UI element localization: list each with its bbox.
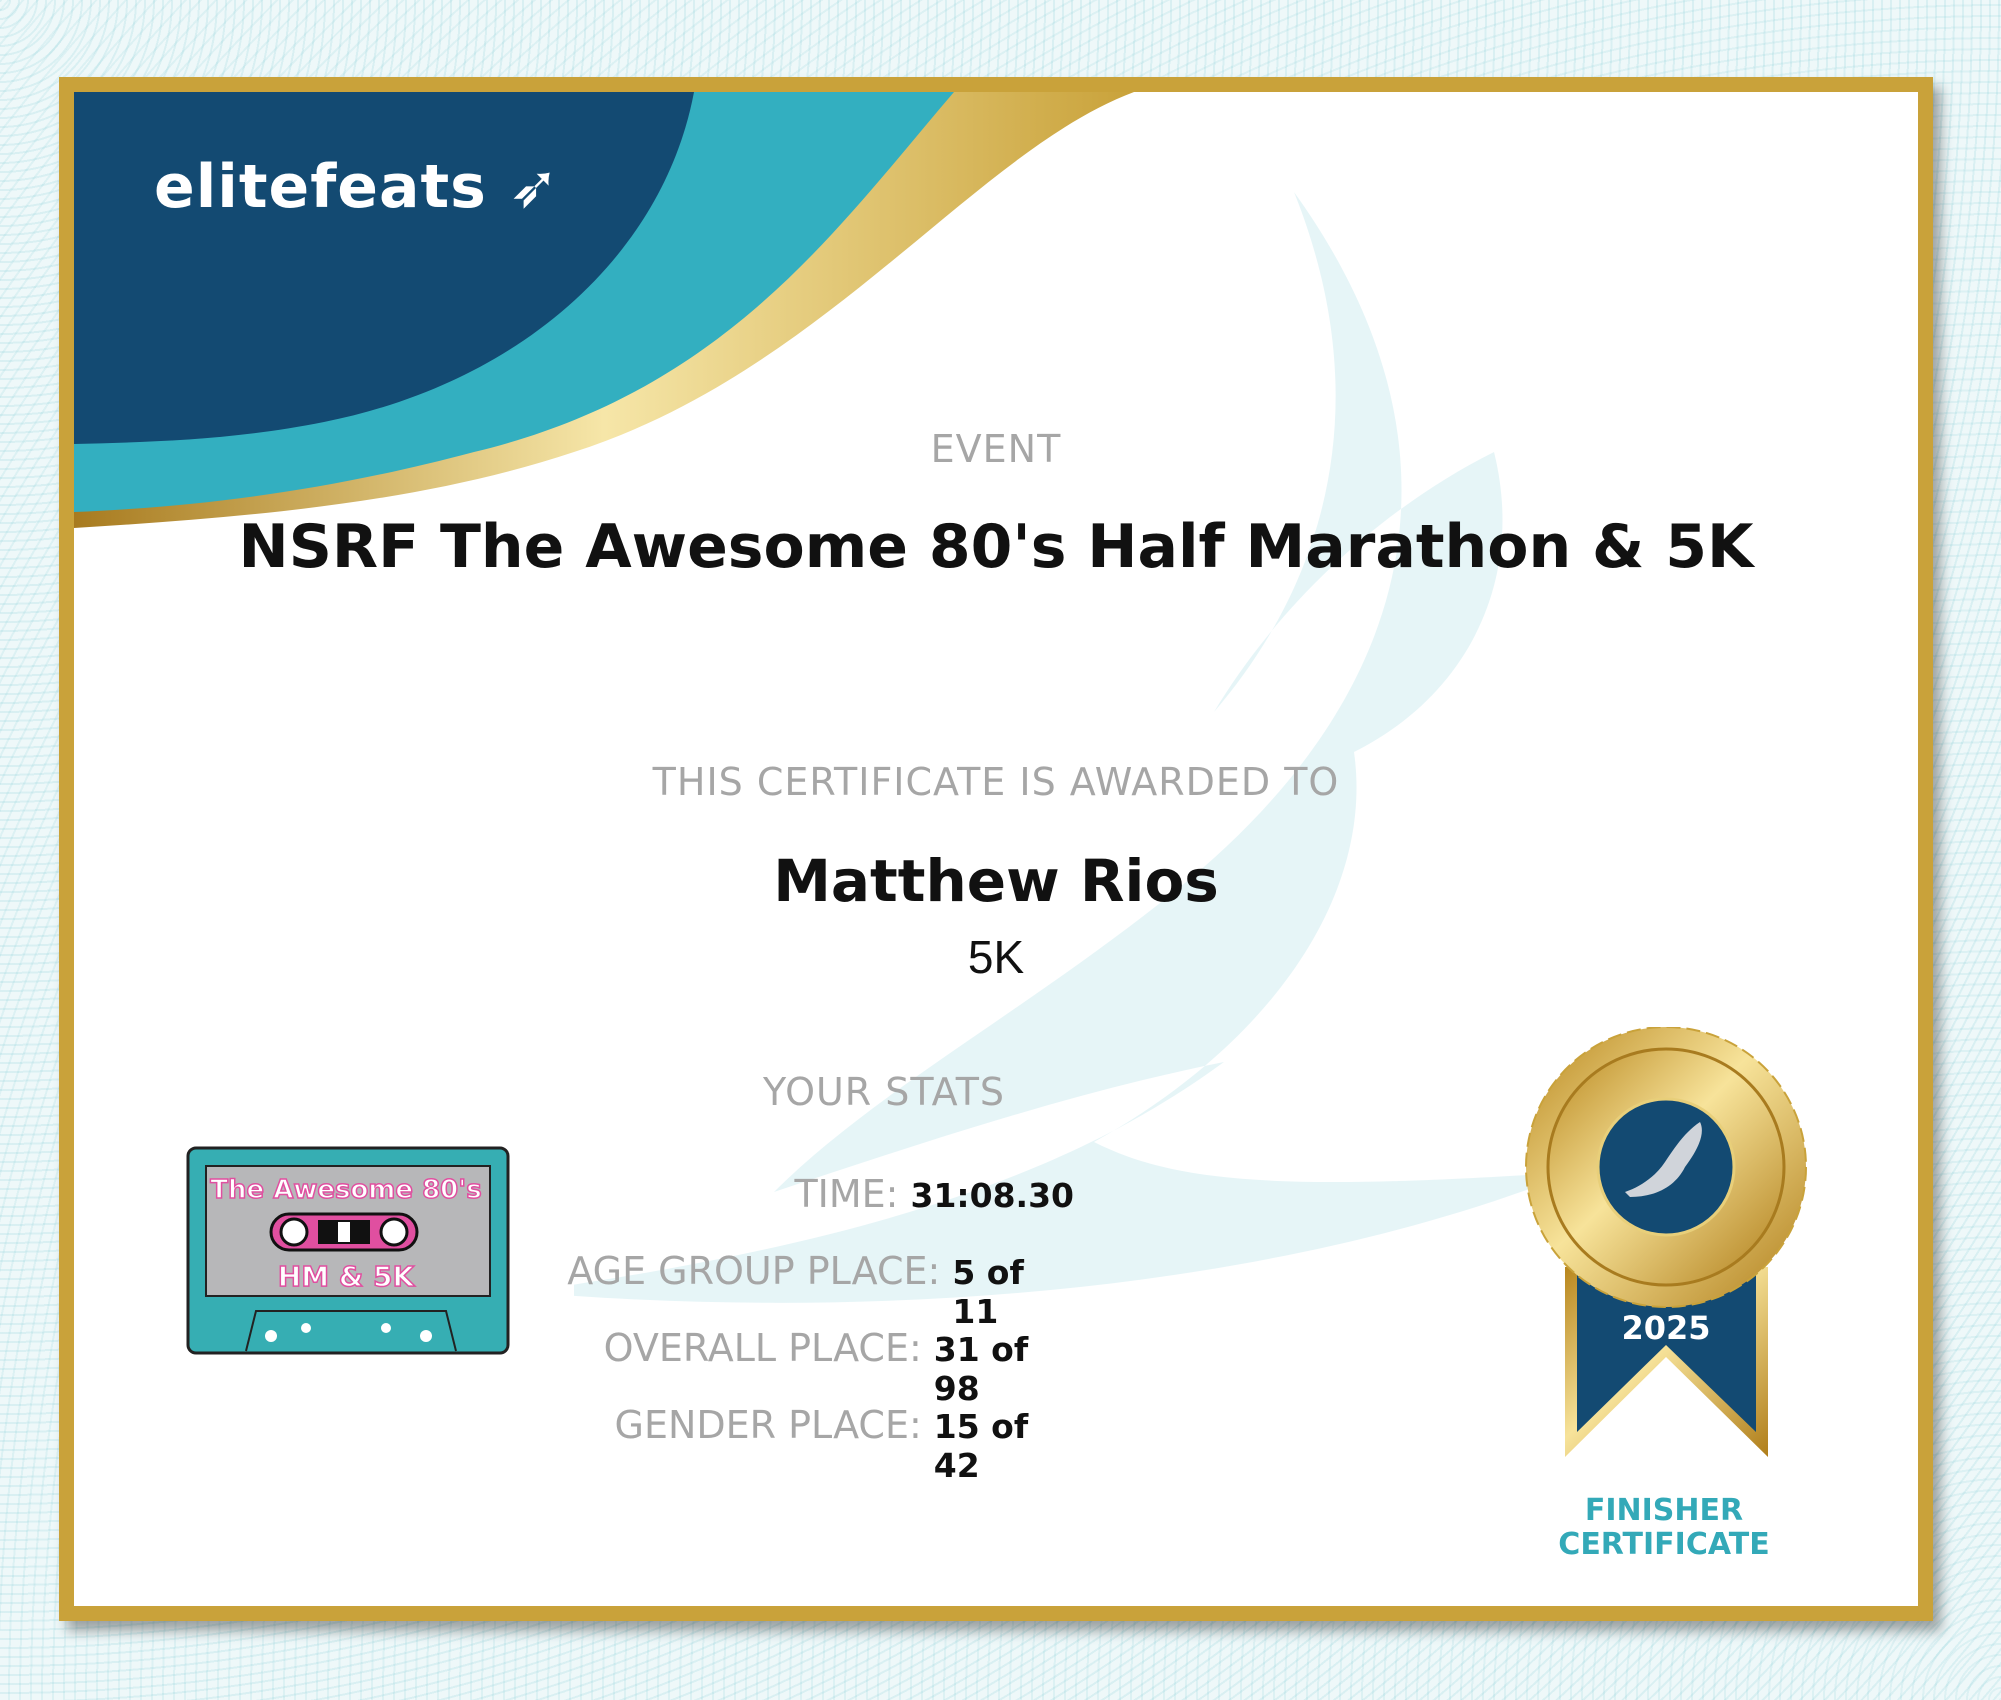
race-distance: 5K — [967, 931, 1025, 983]
stat-value: 15 of 42 — [933, 1407, 1029, 1485]
stat-key: TIME: — [794, 1172, 899, 1216]
cassette-title: The Awesome 80's — [210, 1175, 481, 1205]
stat-row-time: TIME: 31:08.30 — [74, 1172, 1074, 1216]
stat-value: 31 of 98 — [933, 1330, 1029, 1408]
winged-foot-icon — [1625, 1122, 1702, 1197]
stat-value: 31:08.30 — [910, 1176, 1074, 1215]
elitefeats-logo: elitefeats ➶ — [154, 152, 560, 222]
awarded-label: THIS CERTIFICATE IS AWARDED TO — [652, 760, 1340, 804]
stats-label: YOUR STATS — [762, 1070, 1006, 1114]
stat-key: OVERALL PLACE: — [603, 1326, 922, 1370]
stat-row-gender: GENDER PLACE: 15 of 42 — [74, 1403, 1074, 1485]
event-label: EVENT — [930, 427, 1062, 471]
logo-text: elitefeats — [154, 152, 487, 222]
caption-line-2: CERTIFICATE — [1558, 1527, 1770, 1562]
stat-key: GENDER PLACE: — [614, 1403, 922, 1447]
winged-foot-watermark-icon — [574, 192, 1574, 1303]
header-swoosh — [74, 92, 1134, 528]
finisher-medal: 2025 — [1525, 1027, 1807, 1457]
event-cassette-logo: The Awesome 80's HM & 5K — [186, 1146, 510, 1355]
caption-line-1: FINISHER — [1584, 1493, 1744, 1528]
cassette-subtitle: HM & 5K — [278, 1260, 416, 1293]
certificate: elitefeats ➶ EVENT NSRF The Awesome 80's… — [59, 77, 1933, 1621]
medal-year: 2025 — [1621, 1309, 1710, 1347]
stat-key: AGE GROUP PLACE: — [567, 1249, 941, 1293]
stat-row-age-group: AGE GROUP PLACE: 5 of 11 — [74, 1249, 1074, 1331]
event-title: NSRF The Awesome 80's Half Marathon & 5K — [238, 512, 1754, 582]
winged-foot-icon: ➶ — [486, 152, 561, 222]
stat-row-overall: OVERALL PLACE: 31 of 98 — [74, 1326, 1074, 1408]
stat-value: 5 of 11 — [952, 1253, 1024, 1331]
finisher-caption: FINISHER CERTIFICATE — [1454, 1494, 1874, 1562]
recipient-name: Matthew Rios — [773, 847, 1219, 915]
